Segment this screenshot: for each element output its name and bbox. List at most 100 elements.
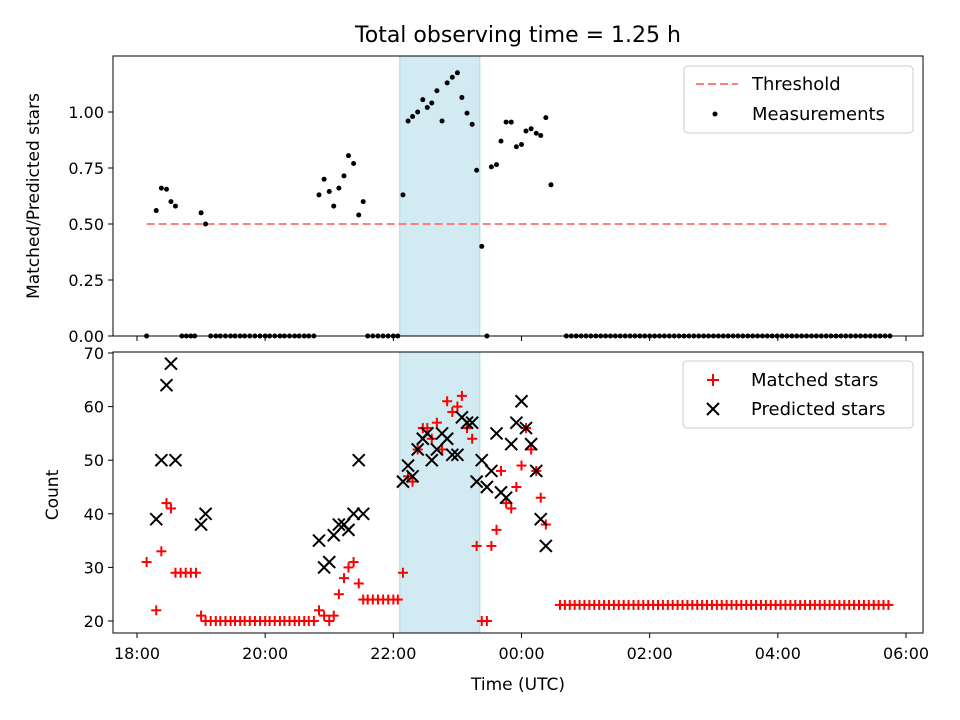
matched-star-point	[442, 396, 453, 407]
predicted-star-point	[401, 458, 415, 473]
predicted-star-point	[405, 469, 420, 483]
predicted-star-point	[420, 426, 435, 441]
matched-star-point	[156, 546, 167, 557]
predicted-star-point	[469, 474, 484, 489]
measurement-point	[351, 161, 357, 167]
measurement-point	[316, 192, 322, 198]
matched-star-point	[471, 540, 482, 551]
matched-star-point	[333, 589, 344, 600]
measurement-point	[538, 133, 544, 139]
predicted-star-point	[539, 539, 553, 553]
counts-y-tick-label: 60	[84, 398, 104, 417]
measurement-point	[469, 121, 475, 127]
counts-x-tick-label: 18:00	[114, 644, 160, 663]
matched-star-point	[190, 567, 201, 578]
matched-star-point	[151, 605, 162, 616]
ratio-y-axis-label: Matched/Predicted stars	[24, 93, 44, 299]
matched-star-point	[516, 460, 527, 471]
measurement-point	[410, 113, 416, 119]
ratio-y-ticks: 0.00 0.25 0.50 0.75 1.00	[68, 103, 113, 346]
counts-x-tick-label: 06:00	[883, 644, 929, 663]
matched-star-point	[506, 503, 517, 514]
measurement-point	[479, 243, 485, 249]
ratio-y-tick-label: 0.00	[68, 327, 104, 346]
matched-star-point	[511, 482, 522, 492]
counts-x-tick-label: 04:00	[755, 644, 801, 663]
predicted-star-point	[484, 464, 499, 478]
ratio-y-tick-label: 0.50	[68, 215, 104, 234]
counts-panel: 20 30 40 50 60 70 18:00 20:00 22:00 00:00 02:00 04…	[43, 344, 929, 695]
measurement-point	[498, 138, 504, 144]
measurement-point	[454, 70, 460, 76]
measurement-point	[494, 162, 500, 168]
matched-star-point	[431, 417, 442, 428]
ratio-y-tick-label: 0.75	[68, 159, 104, 178]
predicted-star-point	[480, 480, 494, 494]
matched-star-point	[486, 540, 497, 551]
predicted-star-point	[410, 442, 425, 457]
ratio-y-tick-label: 1.00	[68, 103, 104, 122]
predicted-star-point	[524, 437, 538, 451]
measurement-point	[464, 110, 470, 116]
measurement-point	[459, 94, 465, 100]
legend-measurements-swatch	[712, 111, 718, 117]
legend-matched-swatch	[707, 374, 719, 386]
measurement-point	[523, 128, 529, 134]
predicted-star-point	[445, 448, 459, 462]
measurement-point	[513, 144, 519, 150]
legend-matched-label: Matched stars	[751, 370, 878, 391]
matched-star-point	[526, 444, 537, 455]
measurement-point	[434, 88, 440, 94]
matched-star-point	[535, 492, 546, 503]
measurement-point	[345, 153, 351, 159]
measurement-point	[326, 189, 332, 195]
ratio-y-tick-label: 0.25	[68, 271, 104, 290]
legend-predicted-label: Predicted stars	[751, 399, 885, 420]
counts-axes-frame	[112, 351, 924, 634]
predicted-star-point	[198, 507, 213, 521]
predicted-star-point	[396, 474, 410, 489]
measurement-point	[519, 141, 524, 147]
counts-x-tick-label: 02:00	[627, 644, 673, 663]
predicted-star-point	[346, 507, 361, 521]
legend-measurements-label: Measurements	[752, 104, 885, 125]
measurement-point	[203, 221, 209, 227]
measurement-point	[508, 119, 514, 125]
ratio-panel: 0.00 0.25 0.50 0.75 1.00 Total observing tim…	[24, 23, 924, 346]
matched-star-point	[407, 476, 418, 487]
measurement-point	[321, 176, 327, 182]
measurement-point	[336, 185, 342, 191]
predicted-star-point	[460, 415, 474, 430]
measurement-point	[356, 212, 362, 218]
matched-star-point	[397, 567, 408, 578]
matched-star-point	[324, 616, 335, 626]
matched-star-point	[328, 610, 339, 621]
ratio-x-ticks	[136, 336, 907, 341]
measurement-point	[528, 126, 534, 132]
predicted-star-point	[341, 523, 356, 537]
predicted-star-point	[194, 517, 208, 532]
predicted-star-point	[149, 512, 163, 526]
predicted-star-point	[489, 426, 504, 441]
matched-star-point	[456, 390, 467, 401]
matched-star-point	[338, 573, 349, 584]
matched-star-point	[353, 578, 364, 589]
predicted-star-point	[509, 415, 524, 430]
measurement-point	[153, 208, 159, 214]
measurement-point	[449, 74, 455, 80]
matched-star-point	[491, 524, 502, 535]
counts-y-tick-label: 20	[84, 612, 104, 631]
predicted-star-point	[312, 533, 326, 548]
measurement-point	[400, 192, 406, 198]
predicted-star-point	[504, 437, 518, 451]
predicted-star-point	[529, 464, 543, 478]
counts-y-ticks: 20 30 40 50 60 70	[84, 344, 113, 631]
counts-y-tick-label: 40	[84, 505, 104, 524]
measurement-point	[420, 97, 426, 103]
matched-star-point	[452, 401, 463, 412]
counts-legend: Matched stars Predicted stars	[682, 360, 914, 429]
predicted-star-point	[425, 453, 439, 467]
x-axis-label: Time (UTC)	[470, 675, 565, 695]
measurement-point	[158, 185, 164, 191]
